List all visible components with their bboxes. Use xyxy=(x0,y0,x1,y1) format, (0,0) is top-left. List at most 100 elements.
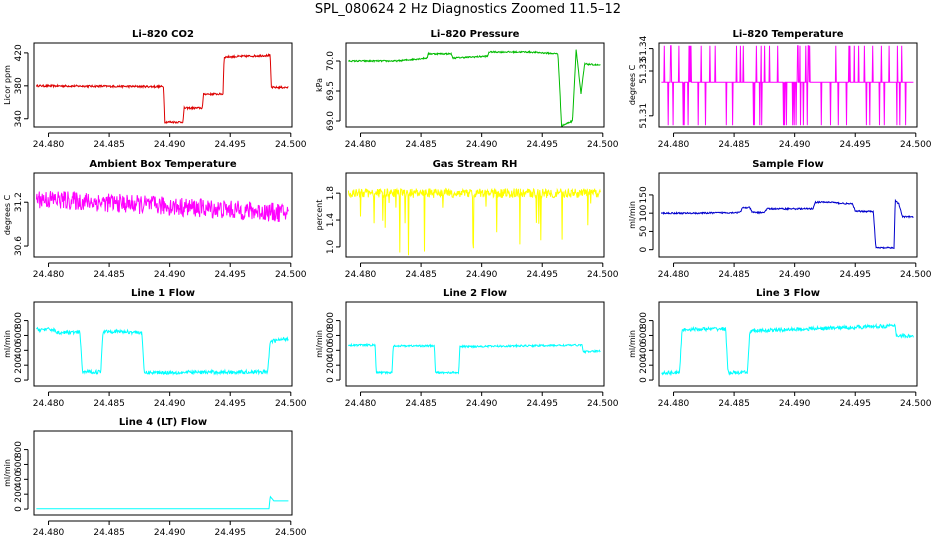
y-tick-label: 420 xyxy=(14,44,24,61)
x-tick-label: 24.500 xyxy=(275,140,307,150)
series-line xyxy=(660,198,914,250)
y-axis-label: ml/min xyxy=(315,330,324,358)
series-line xyxy=(661,322,914,377)
x-tick-label: 24.485 xyxy=(93,399,125,409)
y-tick-label: 70.0 xyxy=(326,51,336,71)
plot-frame xyxy=(345,301,605,387)
plot-frame xyxy=(33,42,293,128)
y-tick-label: 51.34 xyxy=(639,35,649,61)
x-tick-label: 24.500 xyxy=(587,399,619,409)
y-axis-label: ml/min xyxy=(628,330,637,358)
panel-title: Li–820 Temperature xyxy=(732,29,843,40)
y-axis-label: ml/min xyxy=(628,201,637,229)
y-tick-label: 600 xyxy=(326,327,336,344)
plot-frame xyxy=(658,42,918,128)
panel-10: Line 4 (LT) Flow ml/min 24.480 24.485 24.490… xyxy=(3,417,307,538)
x-tick-label: 24.480 xyxy=(658,270,690,280)
x-tick-label: 24.500 xyxy=(587,140,619,150)
x-tick-label: 24.490 xyxy=(466,140,498,150)
y-tick-label: 200 xyxy=(639,356,649,373)
y-tick-label: 51.31 xyxy=(639,103,649,129)
panel-7: Line 1 Flow ml/min 24.480 24.485 24.490 24.49… xyxy=(3,288,307,409)
y-axis-label: Licor ppm xyxy=(3,65,12,105)
x-tick-label: 24.490 xyxy=(779,399,811,409)
y-tick-label: 200 xyxy=(14,485,24,502)
panel-title: Gas Stream RH xyxy=(433,159,518,170)
x-tick-label: 24.490 xyxy=(154,528,186,538)
series-line xyxy=(347,342,601,376)
x-tick-label: 24.485 xyxy=(93,140,125,150)
x-tick-label: 24.495 xyxy=(214,140,246,150)
x-tick-label: 24.495 xyxy=(526,270,558,280)
y-tick-label: 600 xyxy=(639,327,649,344)
x-tick-label: 24.485 xyxy=(93,528,125,538)
x-tick-label: 24.485 xyxy=(718,270,750,280)
y-tick-label: 1.0 xyxy=(326,239,336,254)
panel-9: Line 3 Flow ml/min 24.480 24.485 24.490 24.49… xyxy=(628,288,932,409)
series-line xyxy=(348,49,601,128)
panel-3: Li–820 Temperature degrees C 24.480 24.485 2… xyxy=(628,29,932,150)
x-tick-label: 24.480 xyxy=(658,140,690,150)
y-tick-label: 1.4 xyxy=(326,213,336,228)
figure-title: SPL_080624 2 Hz Diagnostics Zoomed 11.5–… xyxy=(314,2,622,17)
x-tick-label: 24.500 xyxy=(900,399,932,409)
y-tick-label: 50 xyxy=(639,225,649,237)
y-axis-label: degrees C xyxy=(3,194,12,235)
panel-4: Ambient Box Temperature degrees C 24.480 24… xyxy=(3,159,307,280)
y-axis-label: kPa xyxy=(315,78,324,92)
y-axis-label: ml/min xyxy=(3,459,12,487)
x-tick-label: 24.480 xyxy=(33,270,65,280)
panel-6: Sample Flow ml/min 24.480 24.485 24.490 24.49… xyxy=(628,159,932,280)
x-tick-label: 24.495 xyxy=(839,399,871,409)
y-tick-label: 600 xyxy=(14,327,24,344)
x-tick-label: 24.480 xyxy=(345,140,377,150)
y-tick-label: 400 xyxy=(639,341,649,358)
panel-title: Li–820 CO2 xyxy=(132,29,194,40)
x-tick-label: 24.500 xyxy=(275,399,307,409)
panel-title: Line 1 Flow xyxy=(131,288,195,299)
x-tick-label: 24.485 xyxy=(718,140,750,150)
x-tick-label: 24.495 xyxy=(214,399,246,409)
y-axis-label: percent xyxy=(315,200,324,231)
panel-title: Line 2 Flow xyxy=(443,288,507,299)
series-line xyxy=(347,187,601,256)
x-tick-label: 24.485 xyxy=(405,270,437,280)
y-tick-label: 0 xyxy=(639,247,649,253)
x-tick-label: 24.495 xyxy=(526,140,558,150)
y-tick-label: 600 xyxy=(14,456,24,473)
y-tick-label: 800 xyxy=(639,312,649,329)
panel-1: Li–820 CO2 Licor ppm 24.480 24.485 24.490 24.… xyxy=(3,29,307,150)
plot-frame xyxy=(658,301,918,387)
x-tick-label: 24.500 xyxy=(900,270,932,280)
x-tick-label: 24.490 xyxy=(154,140,186,150)
y-tick-label: 0 xyxy=(639,377,649,383)
x-tick-label: 24.490 xyxy=(154,270,186,280)
panel-8: Line 2 Flow ml/min 24.480 24.485 24.490 24.49… xyxy=(315,288,619,409)
x-tick-label: 24.480 xyxy=(345,399,377,409)
y-tick-label: 800 xyxy=(14,312,24,329)
y-tick-label: 400 xyxy=(14,470,24,487)
y-tick-label: 0 xyxy=(14,377,24,383)
y-tick-label: 69.5 xyxy=(326,81,336,101)
x-tick-label: 24.495 xyxy=(214,528,246,538)
y-axis-label: ml/min xyxy=(3,330,12,358)
y-tick-label: 400 xyxy=(326,341,336,358)
x-tick-label: 24.490 xyxy=(154,399,186,409)
x-tick-label: 24.495 xyxy=(839,140,871,150)
y-tick-label: 380 xyxy=(14,77,24,94)
x-tick-label: 24.490 xyxy=(779,140,811,150)
panel-title: Li–820 Pressure xyxy=(431,29,520,40)
x-tick-label: 24.485 xyxy=(93,270,125,280)
series-line xyxy=(661,45,914,126)
panel-title: Sample Flow xyxy=(752,159,824,170)
panel-title: Line 4 (LT) Flow xyxy=(119,417,207,428)
y-tick-label: 200 xyxy=(326,356,336,373)
y-tick-label: 30.6 xyxy=(14,236,24,256)
y-tick-label: 1.8 xyxy=(326,186,336,201)
x-tick-label: 24.500 xyxy=(275,528,307,538)
series-line xyxy=(35,191,289,222)
x-tick-label: 24.490 xyxy=(779,270,811,280)
y-tick-label: 800 xyxy=(14,441,24,458)
y-tick-label: 0 xyxy=(326,377,336,383)
